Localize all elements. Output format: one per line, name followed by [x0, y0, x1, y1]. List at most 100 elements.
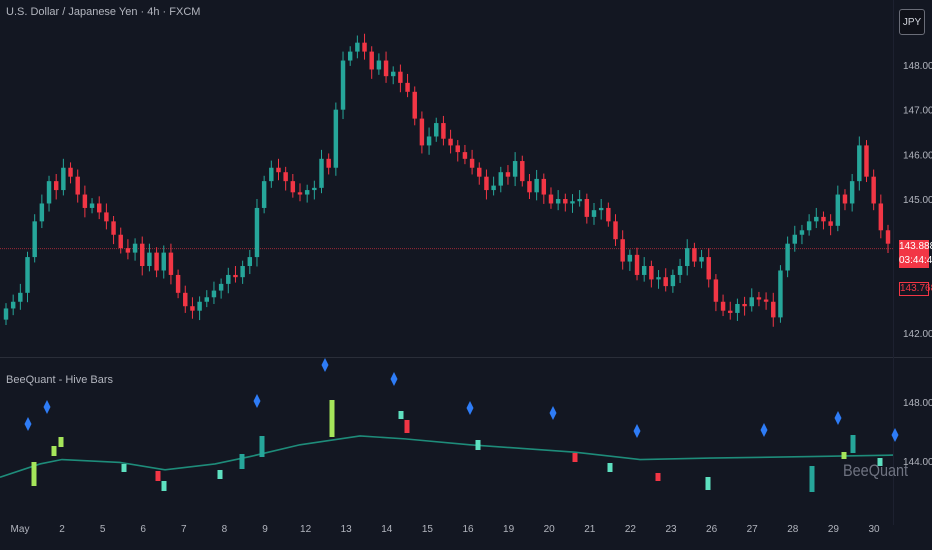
indicator-title: BeeQuant - Hive Bars: [6, 374, 113, 386]
indicator-axis-label: 148.000: [903, 398, 932, 409]
candle-body: [477, 167, 482, 177]
candle-body: [706, 257, 711, 280]
candle-body: [878, 203, 884, 231]
candle-body: [319, 158, 324, 188]
candle-body: [842, 194, 848, 204]
candle-body: [326, 158, 331, 168]
time-axis-label: 29: [828, 524, 840, 535]
price-axis-label: 145.000: [903, 195, 932, 206]
candle-body: [10, 301, 16, 309]
candle-body: [82, 194, 88, 208]
time-axis-label: 26: [706, 524, 718, 535]
candle-body: [728, 310, 733, 313]
hive-bar: [809, 466, 815, 492]
candle-body: [584, 199, 590, 217]
time-axis-label: 23: [665, 524, 677, 535]
hive-bar: [850, 435, 856, 453]
candle-body: [857, 145, 862, 182]
candle-body: [426, 136, 432, 146]
candle-body: [46, 181, 52, 204]
candle-body: [771, 301, 776, 318]
time-axis-label: 27: [747, 524, 759, 535]
bid-price-tag: 143.768: [899, 282, 932, 296]
candle-body: [849, 181, 855, 204]
signal-diamond-marker: [321, 358, 329, 372]
candle-body: [505, 172, 511, 177]
candle-body: [297, 192, 303, 195]
currency-button[interactable]: JPY: [899, 9, 925, 35]
candle-body: [799, 230, 805, 235]
candle-body: [720, 301, 726, 311]
candle-body: [591, 210, 597, 217]
candle-body: [713, 279, 719, 302]
candle-body: [835, 194, 841, 226]
candle-body: [627, 254, 633, 262]
hive-bar: [58, 437, 64, 447]
signal-diamond-marker: [390, 372, 398, 386]
candle-body: [140, 243, 145, 267]
candle-body: [656, 277, 661, 280]
candle-body: [598, 207, 604, 211]
candle-body: [218, 283, 224, 291]
candle-body: [283, 172, 288, 182]
hive-bar: [877, 458, 883, 466]
time-axis-label: 6: [140, 524, 146, 535]
candle-body: [147, 252, 152, 267]
candle-body: [154, 252, 159, 271]
indicator-axis-label: 144.000: [903, 457, 932, 468]
candle-body: [484, 176, 489, 191]
time-axis-label: 28: [787, 524, 799, 535]
time-axis-label: 20: [544, 524, 556, 535]
candle-body: [735, 303, 740, 313]
candle-body: [520, 161, 525, 182]
signal-diamond-marker: [834, 411, 842, 425]
candle-body: [312, 187, 317, 191]
candle-body: [412, 91, 417, 119]
time-axis-label: May: [11, 524, 30, 535]
hive-bar: [655, 473, 661, 481]
hive-bar: [607, 463, 613, 472]
time-axis-label: 21: [584, 524, 596, 535]
candle-body: [828, 221, 833, 226]
hive-bar: [398, 411, 404, 419]
last-price-tag: 143.888: [899, 240, 932, 254]
candle-body: [362, 42, 367, 52]
candle-body: [183, 292, 188, 307]
hive-bar: [161, 481, 167, 491]
candle-body: [125, 248, 131, 253]
hive-bar: [155, 471, 161, 481]
candle-body: [448, 138, 453, 146]
candle-body: [204, 297, 210, 302]
candle-body: [821, 216, 826, 222]
candle-body: [871, 176, 876, 204]
signal-diamond-marker: [891, 428, 899, 442]
hive-bar: [329, 400, 335, 437]
time-axis-label: 13: [341, 524, 353, 535]
candle-body: [290, 181, 296, 193]
candle-body: [18, 292, 23, 302]
hive-bar: [217, 470, 223, 479]
candle-body: [168, 252, 174, 275]
hive-bar: [404, 420, 410, 433]
candle-body: [419, 118, 425, 146]
candle-body: [814, 216, 819, 222]
candle-body: [68, 167, 73, 177]
candle-body: [383, 60, 389, 77]
time-axis-label: 7: [181, 524, 187, 535]
time-axis-label: 15: [422, 524, 434, 535]
candle-body: [75, 176, 80, 195]
hive-bar: [51, 446, 57, 456]
candle-body: [441, 123, 446, 139]
candle-body: [3, 308, 9, 320]
candle-body: [240, 266, 245, 278]
candle-body: [462, 152, 468, 159]
symbol-title: U.S. Dollar / Japanese Yen · 4h · FXCM: [6, 6, 201, 18]
hive-bar: [259, 436, 265, 457]
candle-body: [606, 207, 611, 222]
hive-bar: [572, 453, 578, 462]
signal-diamond-marker: [466, 401, 474, 415]
candle-body: [398, 71, 403, 83]
candle-body: [555, 199, 561, 204]
hive-ma-line: [0, 435, 894, 478]
